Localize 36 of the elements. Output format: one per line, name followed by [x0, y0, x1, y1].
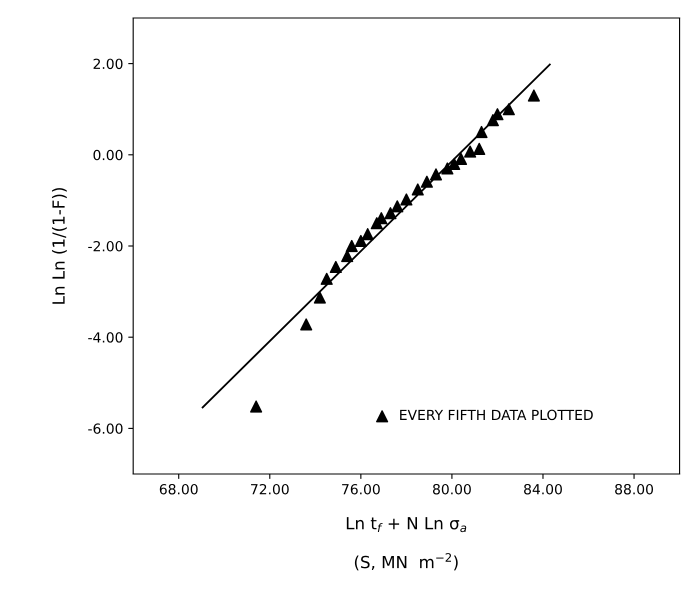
point — [464, 146, 476, 158]
y-axis-title: Ln Ln (1/(1-F)) — [52, 188, 67, 304]
point — [346, 240, 358, 252]
y-tick-label: -6.00 — [88, 423, 123, 434]
point — [354, 234, 367, 248]
point — [420, 176, 433, 188]
point — [314, 291, 326, 304]
point — [441, 162, 454, 175]
point — [250, 400, 262, 413]
x-tick-label: 84.00 — [524, 484, 562, 494]
x-tick-label: 68.00 — [160, 484, 198, 494]
point — [300, 318, 312, 331]
x-tick-label: 88.00 — [615, 484, 654, 494]
point — [528, 89, 540, 102]
point — [400, 193, 412, 206]
point — [384, 207, 397, 220]
point — [502, 103, 515, 116]
legend-label: EVERY FIFTH DATA PLOTTED — [400, 410, 593, 420]
point — [475, 126, 488, 138]
x-tick-label: 76.00 — [342, 484, 380, 494]
x-tick-label: 80.00 — [432, 484, 471, 494]
text: Ln t$_{f}$ + N Ln σ$_{a}$ (S, MN m$^{−2}$) — [346, 517, 466, 570]
point — [454, 152, 468, 165]
point — [430, 168, 442, 180]
point — [473, 142, 486, 155]
y-tick-label: 0.00 — [93, 150, 123, 160]
y-tick-label: -2.00 — [88, 240, 123, 252]
point — [330, 260, 342, 274]
y-tick-label: 2.00 — [94, 58, 123, 70]
y-tick-label: -4.00 — [88, 332, 123, 343]
point — [320, 272, 333, 285]
point — [362, 228, 374, 240]
point — [391, 200, 404, 212]
x-tick-label: 72.00 — [251, 484, 289, 494]
point — [412, 183, 424, 196]
point — [448, 158, 460, 170]
